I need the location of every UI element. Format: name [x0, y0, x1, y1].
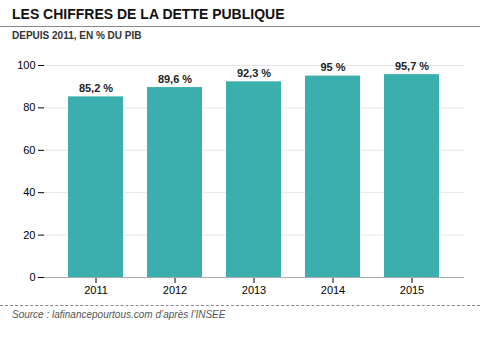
svg-text:100: 100 [17, 59, 35, 71]
svg-text:92,3 %: 92,3 % [237, 67, 271, 79]
svg-text:2012: 2012 [163, 284, 187, 296]
svg-text:89,6 %: 89,6 % [158, 73, 192, 85]
svg-text:2014: 2014 [321, 284, 345, 296]
html-text:LES CHIFFRES DE LA DETTE PUBLI: LES CHIFFRES DE LA DETTE PUBLIQUE [12, 6, 285, 22]
svg-text:20: 20 [23, 229, 35, 241]
svg-text:85,2 %: 85,2 % [79, 82, 113, 94]
svg-text:2013: 2013 [242, 284, 266, 296]
svg-text:40: 40 [23, 186, 35, 198]
svg-text:60: 60 [23, 144, 35, 156]
svg-text:80: 80 [23, 101, 35, 113]
html-text:DEPUIS 2011, EN % DU PIB: DEPUIS 2011, EN % DU PIB [12, 30, 142, 41]
svg-text:95,7 %: 95,7 % [395, 60, 429, 72]
svg-text:2011: 2011 [84, 284, 108, 296]
svg-text:0: 0 [29, 271, 35, 283]
html-text:Source : lafinancepourtous.com: Source : lafinancepourtous.com d’après l… [12, 309, 226, 320]
svg-text:2015: 2015 [400, 284, 424, 296]
svg-text:95 %: 95 % [320, 61, 345, 73]
